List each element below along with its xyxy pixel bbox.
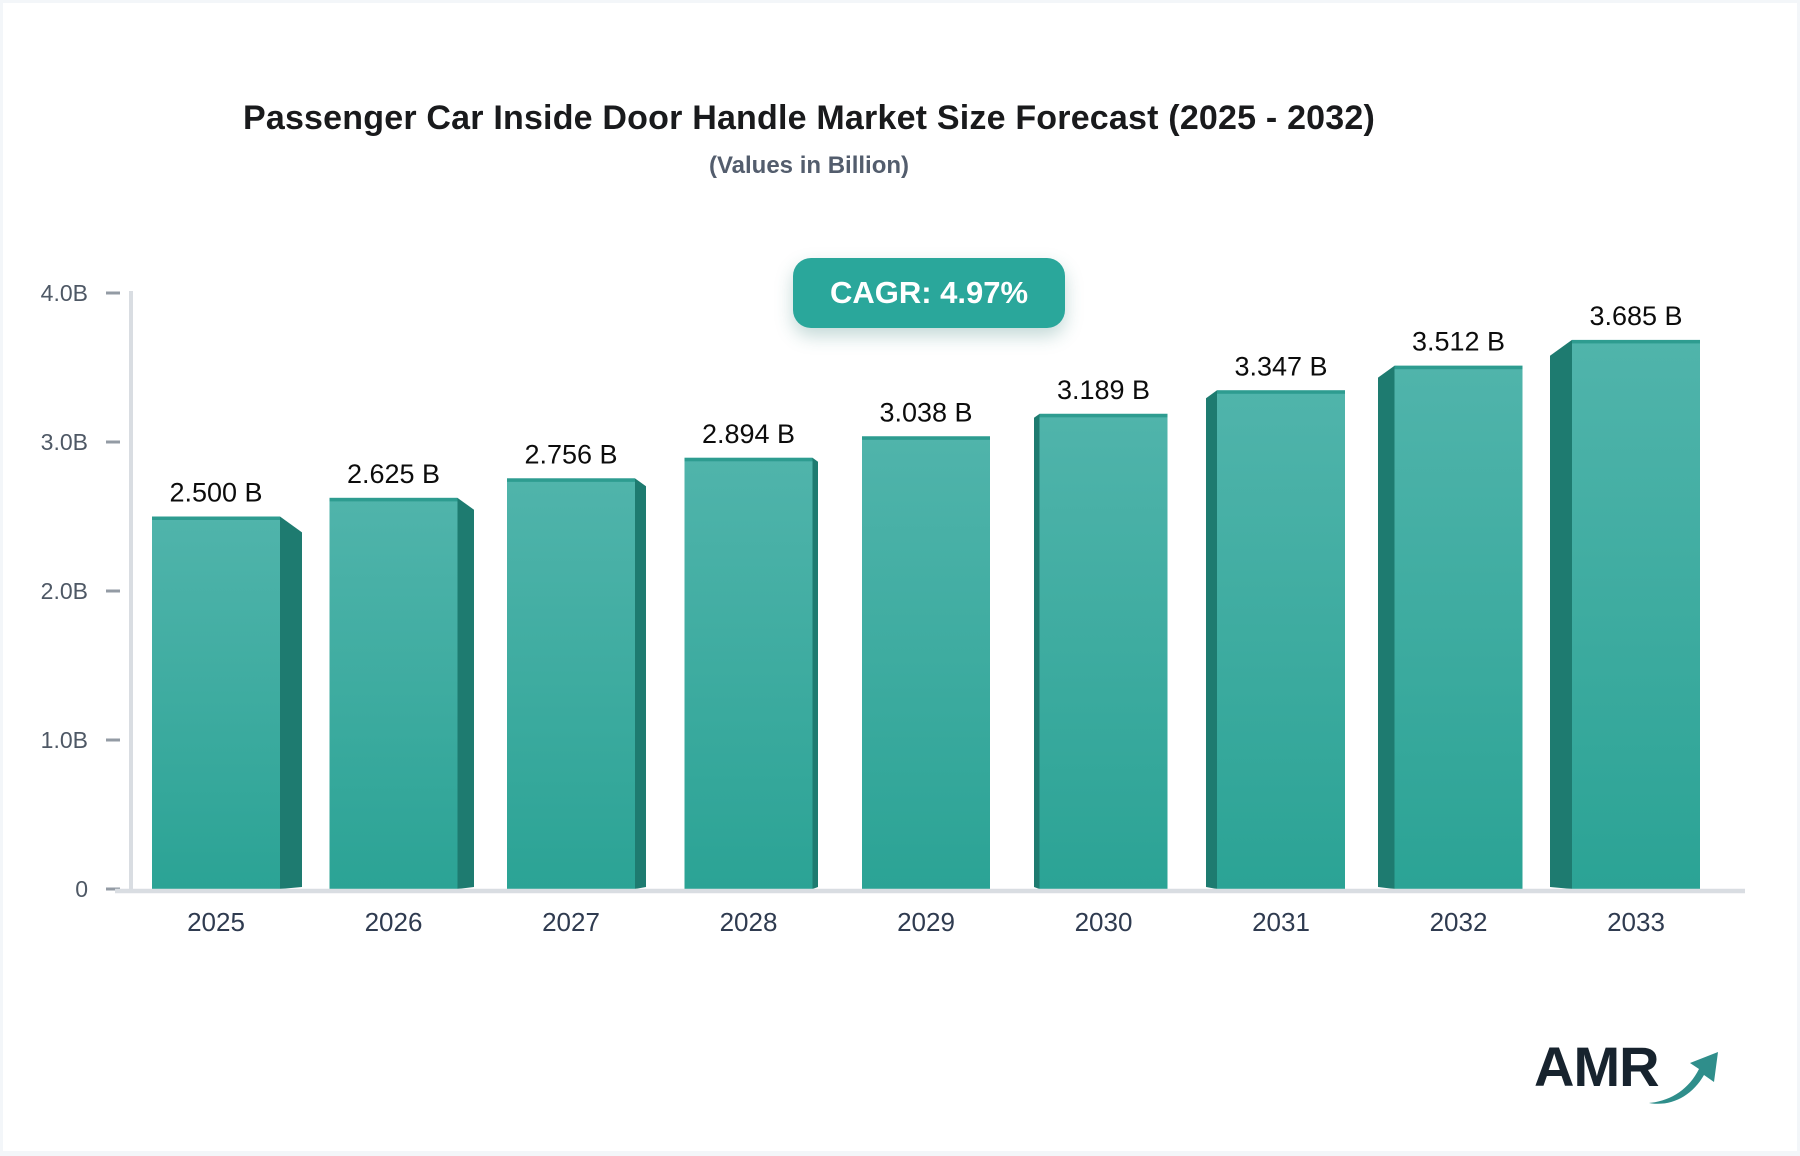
bar-top-edge — [329, 497, 458, 502]
bar-side-face — [1206, 390, 1217, 889]
x-axis-year-label: 2030 — [1075, 907, 1133, 937]
bar-value-label: 2.894 B — [702, 419, 795, 449]
bar-side-face — [635, 478, 646, 889]
bar-top-edge — [507, 478, 635, 482]
bar-2033 — [1572, 339, 1700, 889]
x-axis-year-label: 2028 — [720, 907, 778, 937]
x-axis-year-label: 2031 — [1252, 907, 1310, 937]
bar-2026 — [329, 497, 458, 889]
bar-value-label: 3.512 B — [1412, 327, 1505, 357]
market-forecast-bar-chart: 4.0B 3.0B 2.0B 1.0B 0 2.500 B 2025 2.625 B 2026 2… — [41, 280, 1745, 937]
y-axis-tick-label: 3.0B — [41, 429, 88, 455]
amr-logo-text: AMR — [1534, 1035, 1660, 1098]
bar-side-face — [1378, 365, 1395, 889]
bar-2031 — [1217, 390, 1345, 889]
y-axis-tick-label: 2.0B — [41, 578, 88, 604]
bar-top-edge — [684, 457, 813, 462]
bar-top-edge — [1572, 339, 1700, 344]
bar-value-label: 3.347 B — [1234, 351, 1327, 381]
y-axis-tick-label: 4.0B — [41, 280, 88, 306]
bar-top-edge — [1394, 365, 1523, 370]
bar-value-label: 3.685 B — [1589, 301, 1682, 331]
bar-top-edge — [1217, 390, 1345, 394]
amr-logo: AMR — [1534, 1039, 1723, 1114]
bar-side-face — [812, 457, 818, 889]
bar-side-face — [457, 497, 474, 889]
bar-2030 — [1039, 413, 1168, 889]
x-axis-year-label: 2029 — [897, 907, 955, 937]
x-axis-year-label: 2033 — [1607, 907, 1665, 937]
bar-value-label: 2.756 B — [524, 439, 617, 469]
bar-2028 — [684, 457, 813, 889]
bar-side-face — [280, 516, 302, 889]
bar-2032 — [1394, 365, 1523, 889]
bar-2027 — [507, 478, 635, 889]
bar-value-label: 2.625 B — [347, 459, 440, 489]
bar-side-face — [1550, 339, 1572, 889]
x-axis-year-label: 2027 — [542, 907, 600, 937]
x-axis-year-label: 2026 — [365, 907, 423, 937]
bar-top-edge — [862, 436, 990, 440]
trend-up-arrow-icon — [1645, 1043, 1723, 1114]
bar-top-edge — [152, 516, 280, 520]
bar-value-label: 3.189 B — [1057, 375, 1150, 405]
bar-value-label: 3.038 B — [879, 397, 972, 427]
bar-side-face — [1034, 413, 1040, 889]
y-axis-tick-label: 0 — [75, 876, 88, 902]
bar-2025 — [152, 516, 280, 889]
bar-2029 — [862, 436, 990, 889]
x-axis-year-label: 2032 — [1430, 907, 1488, 937]
y-axis-tick-label: 1.0B — [41, 727, 88, 753]
bar-top-edge — [1039, 413, 1168, 418]
cagr-badge: CAGR: 4.97% — [793, 258, 1065, 328]
bar-value-label: 2.500 B — [169, 478, 262, 508]
x-axis-year-label: 2025 — [187, 907, 245, 937]
